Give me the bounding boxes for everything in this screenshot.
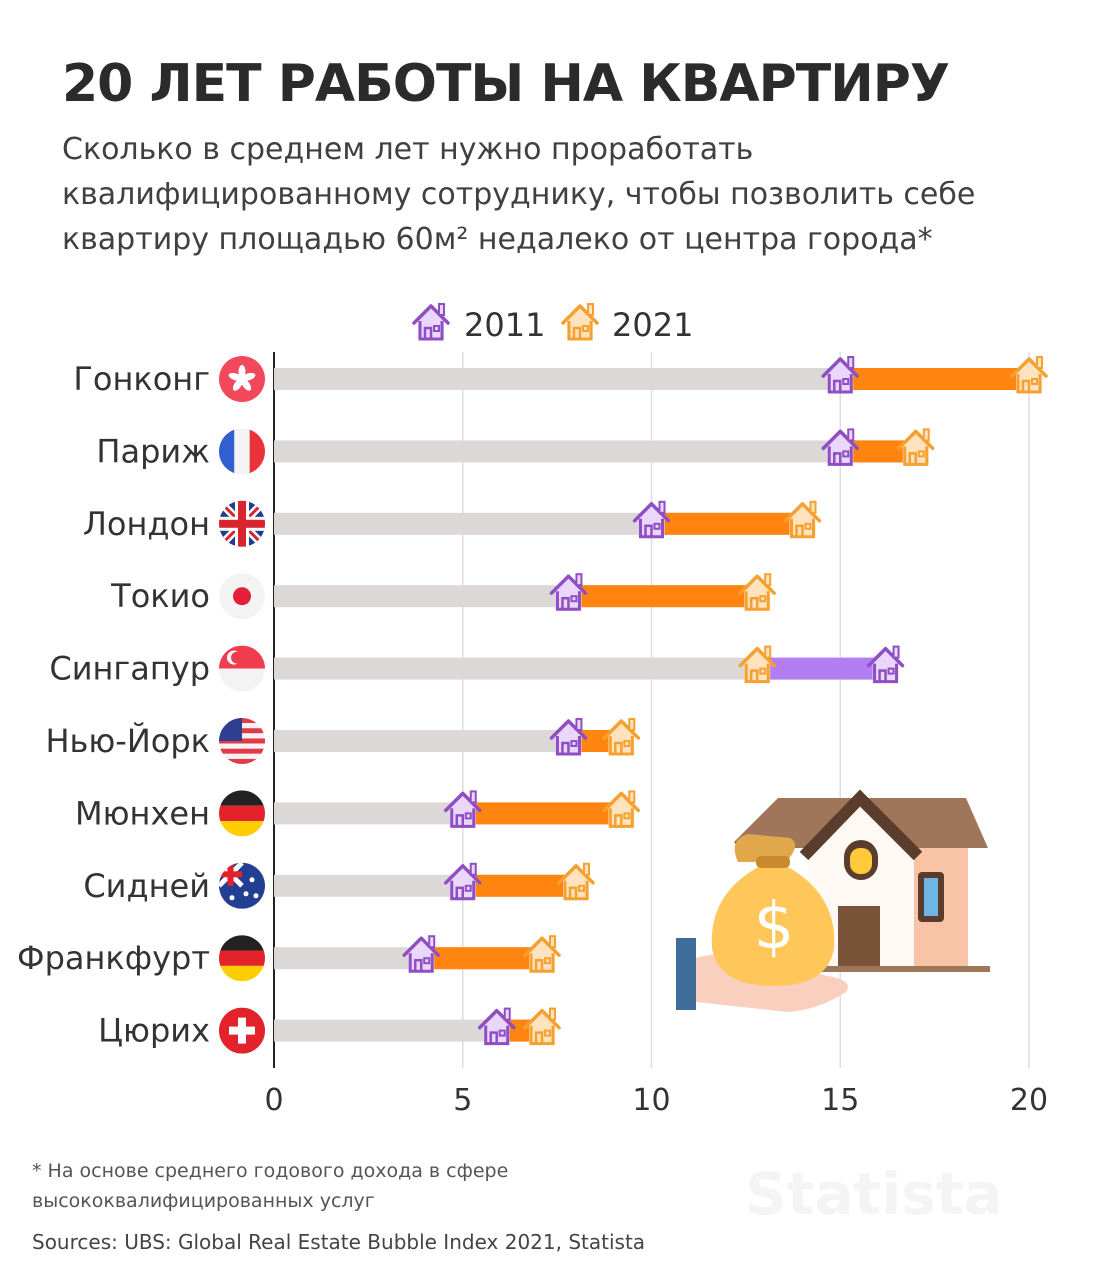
legend-label-2021: 2021 (612, 306, 693, 344)
marker-2011-house-icon (402, 935, 440, 973)
change-bar (568, 585, 758, 608)
marker-2021-house-icon (557, 862, 595, 901)
city-label: Мюнхен (75, 794, 210, 832)
marker-2021-house-icon (738, 645, 776, 684)
marker-2011-house-icon (549, 573, 588, 611)
change-bar (421, 947, 543, 970)
x-tick-label: 10 (632, 1083, 670, 1118)
flag-usa-icon (219, 718, 265, 764)
city-label: Токио (110, 577, 210, 615)
house-money-illustration: $ (676, 789, 990, 1012)
x-tick-label: 15 (821, 1083, 859, 1118)
flag-uk-icon (219, 500, 265, 547)
marker-2021-house-icon (738, 573, 776, 611)
marker-2011-house-icon (821, 428, 859, 466)
marker-2011-house-icon (632, 500, 671, 539)
x-tick-label: 0 (264, 1083, 283, 1118)
flag-japan-icon (219, 573, 265, 620)
city-label: Сидней (83, 867, 210, 905)
marker-2011-house-icon (866, 645, 905, 684)
marker-2021-house-icon (783, 500, 822, 539)
x-tick-label: 20 (1010, 1083, 1048, 1118)
change-bar (840, 440, 916, 463)
change-bar (757, 657, 886, 680)
city-label: Цюрих (98, 1012, 210, 1050)
bar-track (274, 730, 622, 752)
marker-2021-house-icon (602, 790, 641, 828)
source-note: Sources: UBS: Global Real Estate Bubble … (32, 1230, 646, 1254)
flag-singapore-icon (219, 645, 265, 692)
city-label: Гонконг (73, 360, 210, 398)
marker-2011-house-icon (444, 862, 482, 901)
legend: 2011 2021 (464, 306, 693, 344)
flag-switzerland-icon (219, 1007, 265, 1054)
subtitle-line-2: квалифицированному сотруднику, чтобы поз… (62, 177, 976, 212)
subtitle-line-1: Сколько в среднем лет нужно проработать (62, 132, 754, 167)
legend-2011-house-icon (412, 303, 450, 341)
marker-2021-house-icon (1010, 356, 1048, 394)
marker-2021-house-icon (523, 935, 561, 973)
change-bar (462, 874, 576, 897)
flag-germany-icon (219, 790, 265, 837)
change-bar (651, 512, 803, 535)
city-label: Лондон (83, 505, 210, 543)
chart-title: 20 ЛЕТ РАБОТЫ НА КВАРТИРУ (62, 54, 950, 114)
flag-france-icon (219, 428, 265, 475)
dumbbell-chart: 0 5 10 15 20 2011 2021 Гонконг Париж Лондон Токио С… (17, 303, 1048, 1118)
svg-text:$: $ (754, 890, 795, 964)
footnote-line-2: высококвалифицированных услуг (32, 1190, 375, 1212)
marker-2011-house-icon (549, 718, 588, 756)
marker-2011-house-icon (444, 790, 482, 828)
marker-2011-house-icon (477, 1007, 516, 1046)
flag-germany-icon (219, 935, 265, 982)
change-bar (462, 802, 622, 825)
flag-australia-icon (219, 862, 265, 909)
subtitle-line-3: квартиру площадью 60м² недалеко от центр… (62, 222, 933, 257)
marker-2021-house-icon (897, 428, 935, 466)
city-label: Франкфурт (17, 939, 210, 977)
footnote-line-1: * На основе среднего годового дохода в с… (32, 1160, 509, 1182)
bar-track (274, 657, 886, 680)
city-label: Париж (96, 432, 210, 470)
marker-2021-house-icon (602, 718, 641, 756)
bar-track (274, 440, 916, 463)
flag-hong-kong-icon (219, 356, 265, 402)
x-tick-label: 5 (453, 1083, 472, 1118)
city-label: Сингапур (49, 650, 210, 688)
statista-watermark: Statista (745, 1160, 1003, 1228)
city-label: Нью-Йорк (45, 722, 210, 760)
marker-2011-house-icon (821, 356, 859, 394)
legend-label-2011: 2011 (464, 306, 545, 344)
marker-2021-house-icon (523, 1007, 561, 1046)
bar-track (274, 1019, 543, 1042)
change-bar (840, 368, 1029, 390)
legend-2021-house-icon (561, 303, 599, 341)
